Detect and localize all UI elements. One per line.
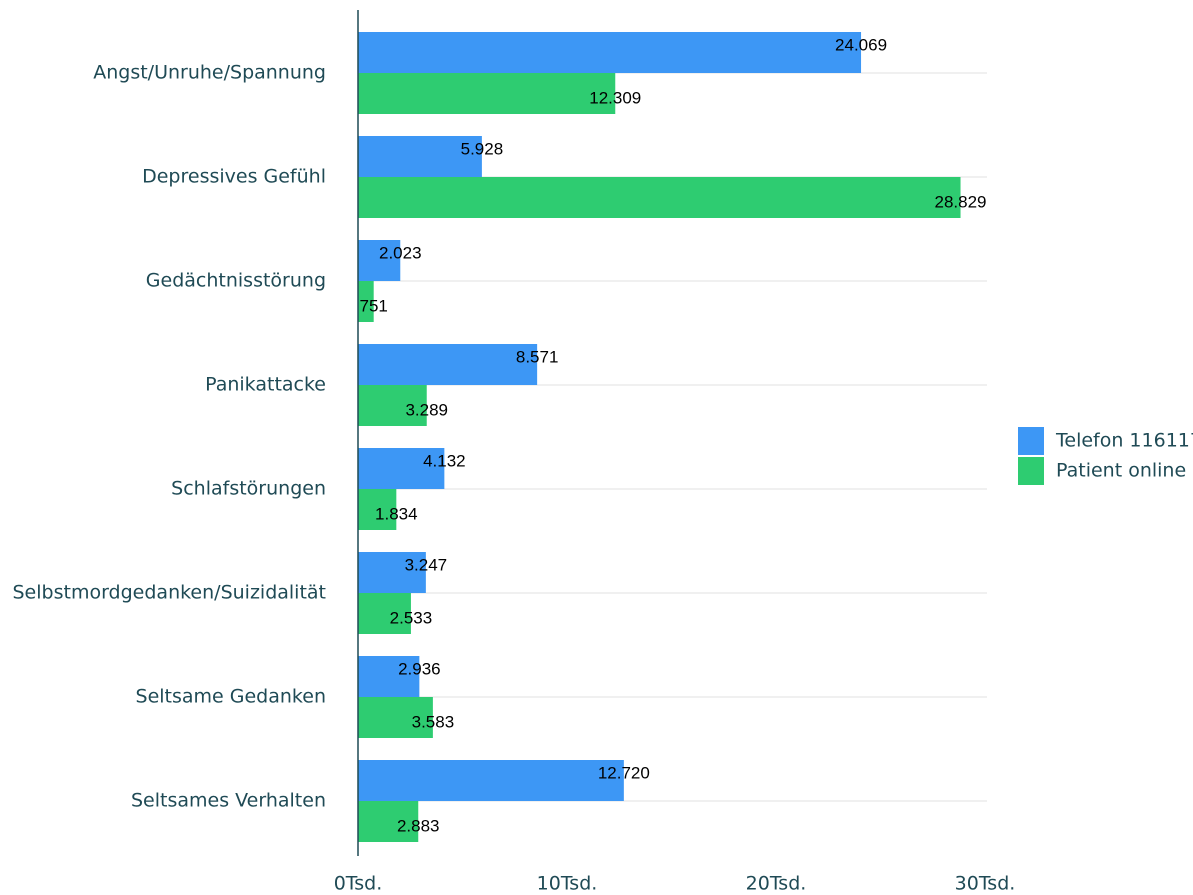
bar xyxy=(358,281,374,322)
value-label: 2.023 xyxy=(379,243,422,262)
bar xyxy=(358,489,397,530)
value-label: 2.936 xyxy=(398,659,441,678)
bar xyxy=(358,385,427,426)
bar xyxy=(358,32,862,73)
value-label: 2.883 xyxy=(397,816,440,835)
y-tick-label: Panikattacke xyxy=(205,374,326,396)
value-label: 8.571 xyxy=(516,347,559,366)
value-label: 24.069 xyxy=(835,35,887,54)
x-tick-label: 0Tsd. xyxy=(334,873,383,895)
bar xyxy=(358,552,426,593)
bar xyxy=(358,344,538,385)
y-tick-label: Schlafstörungen xyxy=(171,478,326,500)
x-tick-label: 20Tsd. xyxy=(746,873,807,895)
y-tick-label: Angst/Unruhe/Spannung xyxy=(93,62,326,84)
value-label: 4.132 xyxy=(423,451,466,470)
value-label: 3.247 xyxy=(405,555,448,574)
value-label: 5.928 xyxy=(461,139,504,158)
y-tick-label: Seltsame Gedanken xyxy=(136,686,326,708)
x-tick-label: 10Tsd. xyxy=(537,873,598,895)
bar xyxy=(358,177,961,218)
bar xyxy=(358,801,419,842)
value-label: 12.309 xyxy=(589,88,641,107)
y-tick-label: Selbstmordgedanken/Suizidalität xyxy=(13,582,327,604)
bar xyxy=(358,656,420,697)
value-label: 3.289 xyxy=(405,400,448,419)
legend-swatch xyxy=(1018,427,1044,455)
value-label: 751 xyxy=(360,296,388,315)
value-label: 12.720 xyxy=(598,763,650,782)
value-label: 2.533 xyxy=(390,608,433,627)
bar xyxy=(358,73,616,114)
legend-swatch xyxy=(1018,457,1044,485)
bar xyxy=(358,697,433,738)
bar xyxy=(358,136,482,177)
bar xyxy=(358,448,445,489)
y-tick-label: Depressives Gefühl xyxy=(142,166,326,188)
x-tick-label: 30Tsd. xyxy=(955,873,1016,895)
legend-label: Telefon 116117 xyxy=(1055,430,1193,452)
y-tick-label: Gedächtnisstörung xyxy=(146,270,326,292)
value-label: 1.834 xyxy=(375,504,418,523)
value-label: 3.583 xyxy=(412,712,455,731)
value-label: 28.829 xyxy=(935,192,987,211)
bar xyxy=(358,593,411,634)
legend-label: Patient online xyxy=(1056,460,1186,482)
bar xyxy=(358,760,624,801)
bar xyxy=(358,240,401,281)
y-tick-label: Seltsames Verhalten xyxy=(131,790,326,812)
